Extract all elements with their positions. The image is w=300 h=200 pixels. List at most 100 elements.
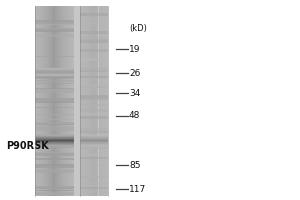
Bar (34, 98, 74, 101)
Bar (81, 6, 82, 196)
Bar (80, 31, 108, 34)
Bar (80, 183, 108, 184)
Bar (95, 6, 96, 196)
Bar (80, 139, 108, 140)
Bar (80, 165, 108, 166)
Bar (80, 141, 108, 142)
Bar (80, 109, 108, 112)
Bar (34, 101, 74, 103)
Bar (94, 6, 95, 196)
Bar (87, 6, 88, 196)
Bar (46, 6, 47, 196)
Bar (105, 6, 106, 196)
Bar (88, 6, 89, 196)
Bar (80, 95, 108, 98)
Text: 26: 26 (129, 68, 140, 77)
Bar (92, 6, 93, 196)
Bar (34, 192, 74, 195)
Bar (40, 6, 41, 196)
Bar (85, 6, 86, 196)
Bar (34, 166, 74, 167)
Bar (34, 70, 74, 71)
Bar (80, 143, 108, 144)
Bar (34, 92, 74, 93)
Bar (34, 68, 74, 69)
Bar (80, 148, 108, 149)
Bar (34, 169, 74, 170)
Bar (34, 129, 74, 131)
Bar (70, 6, 71, 196)
Bar (54, 6, 55, 196)
Bar (80, 185, 108, 186)
Bar (49, 6, 50, 196)
Bar (34, 88, 74, 89)
Bar (80, 146, 108, 149)
Bar (34, 135, 74, 136)
Text: 19: 19 (129, 45, 140, 53)
Bar (48, 6, 49, 196)
Bar (80, 144, 108, 145)
Bar (50, 6, 51, 196)
Bar (56, 6, 57, 196)
Bar (93, 6, 94, 196)
Bar (67, 6, 68, 196)
Bar (41, 6, 42, 196)
Bar (34, 98, 74, 100)
Bar (34, 139, 74, 140)
Bar (35, 6, 36, 196)
Bar (57, 6, 58, 196)
Bar (86, 6, 87, 196)
Text: 85: 85 (129, 160, 140, 170)
Bar (80, 113, 108, 115)
Bar (34, 140, 74, 141)
Bar (34, 107, 74, 108)
Bar (34, 89, 74, 92)
Bar (34, 186, 74, 189)
Bar (80, 128, 108, 131)
Bar (37, 6, 38, 196)
Bar (80, 86, 108, 88)
Bar (80, 76, 108, 78)
Bar (34, 134, 74, 135)
Bar (80, 95, 108, 98)
Bar (34, 138, 74, 139)
Bar (80, 76, 108, 78)
Bar (34, 190, 74, 191)
Bar (34, 119, 74, 120)
Bar (63, 6, 64, 196)
Bar (53, 6, 54, 196)
Bar (34, 83, 74, 84)
Bar (80, 187, 108, 189)
Bar (106, 6, 107, 196)
Bar (34, 164, 74, 166)
Bar (80, 97, 108, 100)
Bar (34, 193, 74, 195)
Bar (34, 6, 35, 196)
Bar (80, 87, 108, 88)
Bar (34, 80, 74, 82)
Bar (80, 37, 108, 38)
Text: P90RSK: P90RSK (6, 141, 49, 151)
Bar (34, 71, 74, 72)
Bar (38, 6, 39, 196)
Bar (42, 6, 43, 196)
Bar (34, 136, 74, 137)
Bar (80, 13, 108, 16)
Bar (107, 6, 108, 196)
Bar (80, 40, 108, 43)
Bar (80, 157, 108, 159)
Bar (80, 85, 108, 87)
Bar (55, 6, 56, 196)
Bar (34, 152, 74, 154)
Bar (34, 166, 74, 168)
Bar (43, 6, 44, 196)
Bar (34, 170, 74, 173)
Bar (72, 6, 73, 196)
Bar (80, 138, 108, 139)
Bar (34, 144, 74, 145)
Bar (47, 6, 48, 196)
Bar (80, 135, 108, 138)
Bar (36, 6, 37, 196)
Bar (34, 6, 108, 196)
Bar (80, 131, 108, 132)
